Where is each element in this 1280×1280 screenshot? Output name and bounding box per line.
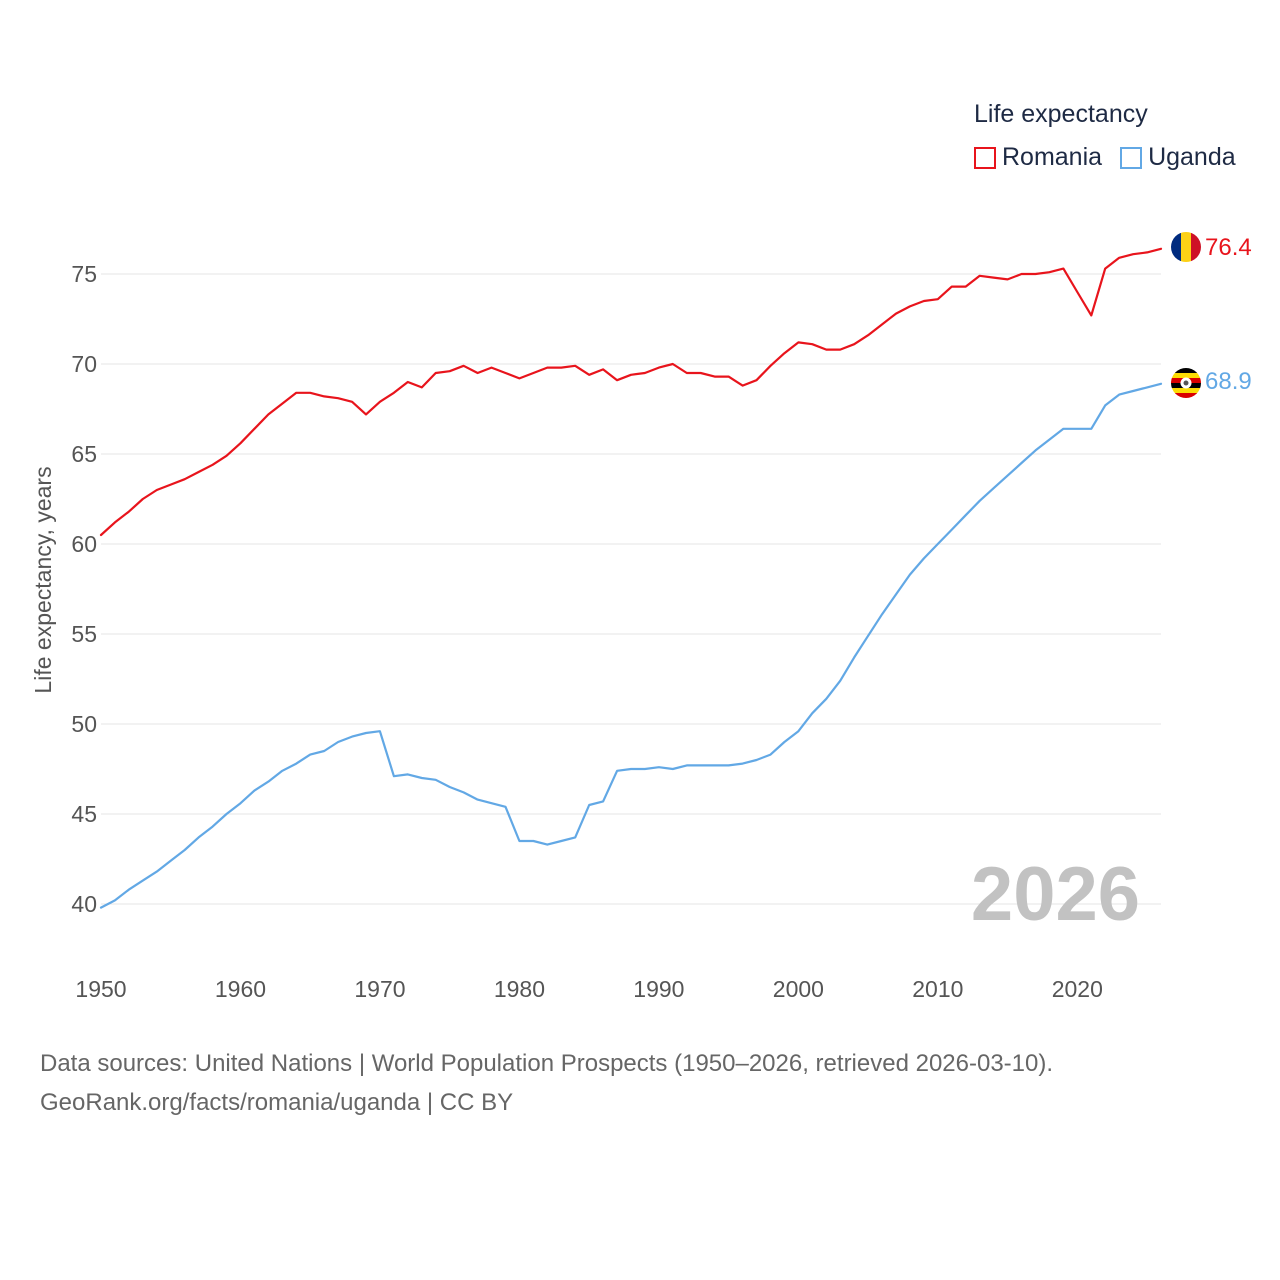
legend-item-romania[interactable]: Romania — [974, 143, 1102, 172]
x-tick-label-1950: 1950 — [75, 976, 126, 1002]
romania-end-value: 76.4 — [1205, 234, 1252, 261]
uganda-end-value: 68.9 — [1205, 368, 1252, 395]
x-tick-label-1980: 1980 — [494, 976, 545, 1002]
uganda-end-marker: 68.9 — [1171, 368, 1252, 398]
romania-flag-icon — [1171, 232, 1201, 262]
y-axis-label: Life expectancy, years — [30, 466, 56, 693]
data-source-text: Data sources: United Nations | World Pop… — [40, 1050, 1054, 1077]
romania-swatch-icon — [974, 146, 996, 169]
x-tick-label-1960: 1960 — [215, 976, 266, 1002]
x-tick-label-2010: 2010 — [912, 976, 963, 1002]
y-tick-label-40: 40 — [71, 891, 97, 917]
y-axis-ticks: 40 45 50 55 60 65 70 75 — [71, 261, 97, 917]
legend-item-uganda[interactable]: Uganda — [1120, 143, 1236, 172]
series-line-uganda — [99, 382, 1163, 909]
legend-label-uganda: Uganda — [1148, 143, 1236, 171]
y-tick-label-70: 70 — [71, 351, 97, 377]
series-line-romania — [99, 247, 1163, 537]
romania-end-marker: 76.4 — [1171, 232, 1252, 262]
y-tick-label-55: 55 — [71, 621, 97, 647]
y-tick-label-60: 60 — [71, 531, 97, 557]
y-tick-label-45: 45 — [71, 801, 97, 827]
footer: Data sources: United Nations | World Pop… — [40, 1044, 1053, 1122]
y-tick-label-50: 50 — [71, 711, 97, 737]
x-tick-label-2000: 2000 — [773, 976, 824, 1002]
legend-title: Life expectancy — [974, 100, 1148, 128]
legend: Romania Uganda — [974, 143, 1254, 172]
uganda-swatch-icon — [1120, 146, 1143, 169]
x-tick-label-2020: 2020 — [1052, 976, 1103, 1002]
uganda-flag-icon — [1171, 368, 1201, 398]
x-axis-ticks: 1950 1960 1970 1980 1990 2000 2010 2020 — [75, 976, 1102, 1002]
y-tick-label-65: 65 — [71, 441, 97, 467]
year-watermark: 2026 — [971, 852, 1140, 937]
x-tick-label-1990: 1990 — [633, 976, 684, 1002]
gridlines — [101, 273, 1161, 905]
legend-label-romania: Romania — [1002, 143, 1103, 171]
attribution-link[interactable]: GeoRank.org/facts/romania/uganda | CC BY — [40, 1089, 514, 1116]
y-tick-label-75: 75 — [71, 261, 97, 287]
x-tick-label-1970: 1970 — [354, 976, 405, 1002]
series-lines — [99, 247, 1163, 909]
